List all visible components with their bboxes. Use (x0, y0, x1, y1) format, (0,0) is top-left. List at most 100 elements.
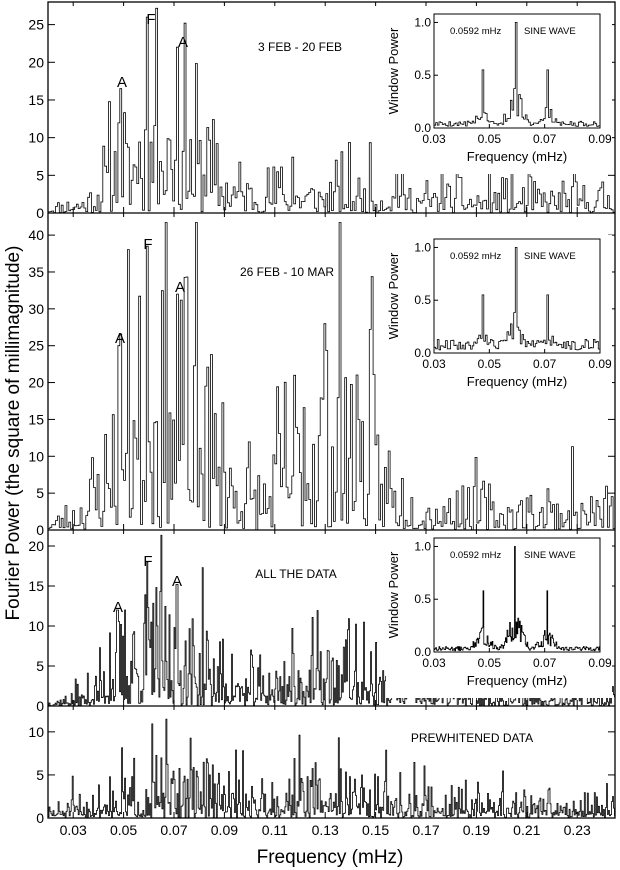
y-tick-label: 35 (28, 264, 44, 280)
inset-type-label: SINE WAVE (524, 26, 576, 37)
inset-y-axis-title: Window Power (386, 252, 401, 339)
inset-x-tick-label: 0.03 (422, 656, 446, 670)
inset-frame (433, 238, 601, 354)
inset-frame (433, 13, 601, 129)
peak-label-A: A (113, 599, 123, 616)
inset-x-tick-label: 0.03 (422, 357, 446, 371)
y-tick-label: 10 (28, 618, 44, 634)
y-tick-label: 10 (28, 130, 44, 146)
inset-y-tick-label: 0.5 (414, 68, 431, 82)
x-tick-label: 0.07 (160, 822, 187, 838)
inset-y-axis-title: Window Power (386, 551, 401, 638)
inset-type-label: SINE WAVE (524, 550, 576, 561)
inset-x-tick-label: 0.09 (588, 357, 612, 371)
y-tick-label: 5 (36, 658, 44, 674)
x-tick-label: 0.13 (312, 822, 339, 838)
inset-x-axis-title: Frequency (mHz) (467, 374, 567, 389)
spectrum-line (47, 718, 615, 819)
y-tick-label: 15 (28, 578, 44, 594)
y-tick-label: 0 (36, 810, 44, 826)
y-tick-label: 5 (36, 485, 44, 501)
x-tick-label: 0.19 (463, 822, 490, 838)
y-tick-label: 25 (28, 17, 44, 33)
y-tick-label: 30 (28, 301, 44, 317)
plot-frame (47, 1, 616, 819)
inset-frequency-label: 0.0592 mHz (450, 550, 501, 561)
insets-group: 0.03 0.05 0.07 0.09 0.0 0.5 1.0 0.0592 mHz SINE … (386, 10, 612, 698)
inset-background (386, 534, 612, 698)
inset-window-spectrum (433, 546, 601, 652)
peak-label-A: A (115, 330, 125, 347)
x-tick-label: 0.15 (362, 822, 389, 838)
inset-frame (433, 537, 601, 653)
peak-label-F: F (143, 236, 152, 253)
peak-label-F: F (143, 553, 152, 570)
peak-label-A: A (175, 279, 185, 296)
inset-frequency-label: 0.0592 mHz (450, 251, 501, 262)
inset-y-tick-label: 0.0 (414, 645, 431, 659)
spectrum-line (47, 222, 615, 531)
y-tick-label: 0 (36, 698, 44, 714)
panel-date-label: PREWHITENED DATA (411, 731, 533, 745)
inset-x-axis-title: Frequency (mHz) (467, 673, 567, 688)
inset-y-tick-label: 0.0 (414, 346, 431, 360)
y-tick-label: 10 (28, 724, 44, 740)
peak-label-F: F (146, 11, 155, 28)
inset-x-tick-label: 0.05 (478, 132, 502, 146)
inset-x-tick-label: 0.03 (422, 132, 446, 146)
peak-label-A: A (172, 573, 182, 590)
x-tick-label: 0.03 (60, 822, 87, 838)
panel-0: 0 5 10 15 20 25 A F A 3 FEB - 20 FEB (28, 2, 615, 221)
inset-y-tick-label: 0.0 (414, 121, 431, 135)
y-tick-label: 15 (28, 411, 44, 427)
x-axis-title: Frequency (mHz) (257, 847, 404, 868)
inset-y-axis-title: Window Power (386, 27, 401, 114)
y-tick-label: 20 (28, 375, 44, 391)
inset-y-tick-label: 1.0 (414, 539, 431, 553)
inset-y-tick-label: 0.5 (414, 293, 431, 307)
inset-y-tick-label: 1.0 (414, 240, 431, 254)
x-tick-label: 0.11 (262, 822, 288, 838)
y-tick-label: 20 (28, 538, 44, 554)
inset-x-tick-label: 0.07 (533, 132, 557, 146)
inset-1: 0.03 0.05 0.07 0.09 0.0 0.5 1.0 0.0592 mHz SINE … (386, 235, 612, 399)
y-tick-label: 20 (28, 54, 44, 70)
y-tick-label: 40 (28, 227, 44, 243)
inset-x-tick-label: 0.07 (533, 656, 557, 670)
inset-frequency-label: 0.0592 mHz (450, 26, 501, 37)
y-tick-label: 10 (28, 448, 44, 464)
peak-label-A: A (117, 74, 127, 91)
panel-date-label: ALL THE DATA (255, 567, 337, 581)
y-tick-label: 5 (36, 167, 44, 183)
inset-window-spectrum (433, 22, 600, 128)
inset-2: 0.03 0.05 0.07 0.09 0.0 0.5 1.0 0.0592 mHz SINE … (386, 534, 612, 698)
panel-3: 0 5 10 PREWHITENED DATA (28, 706, 615, 826)
inset-x-tick-label: 0.05 (478, 656, 502, 670)
inset-background (386, 235, 612, 399)
inset-background (386, 10, 612, 174)
inset-x-tick-label: 0.05 (478, 357, 502, 371)
spectrum-line (47, 7, 615, 214)
x-tick-label: 0.21 (513, 822, 540, 838)
inset-y-tick-label: 1.0 (414, 15, 431, 29)
inset-y-tick-label: 0.5 (414, 592, 431, 606)
panel-1: 0 5 10 15 20 25 30 35 40 A F A 26 FEB - 10 MAR (28, 213, 615, 538)
inset-type-label: SINE WAVE (524, 251, 576, 262)
y-tick-label: 0 (36, 205, 44, 221)
peak-label-A: A (178, 34, 188, 51)
inset-x-tick-label: 0.07 (533, 357, 557, 371)
inset-x-axis-title: Frequency (mHz) (467, 149, 567, 164)
x-tick-label: 0.23 (564, 822, 591, 838)
x-tick-label: 0.17 (412, 822, 439, 838)
inset-x-tick-label: 0.09 (588, 132, 612, 146)
x-tick-label: 0.09 (211, 822, 238, 838)
x-tick-label: 0.05 (110, 822, 137, 838)
y-tick-label: 0 (36, 522, 44, 538)
panel-date-label: 26 FEB - 10 MAR (240, 265, 334, 279)
inset-0: 0.03 0.05 0.07 0.09 0.0 0.5 1.0 0.0592 mHz SINE … (386, 10, 612, 174)
y-tick-label: 5 (36, 767, 44, 783)
y-tick-label: 15 (28, 92, 44, 108)
panels-group: 0 5 10 15 20 25 A F A 3 FEB - 20 FEB 0 5 10 15 20 25 30 3… (28, 1, 616, 826)
